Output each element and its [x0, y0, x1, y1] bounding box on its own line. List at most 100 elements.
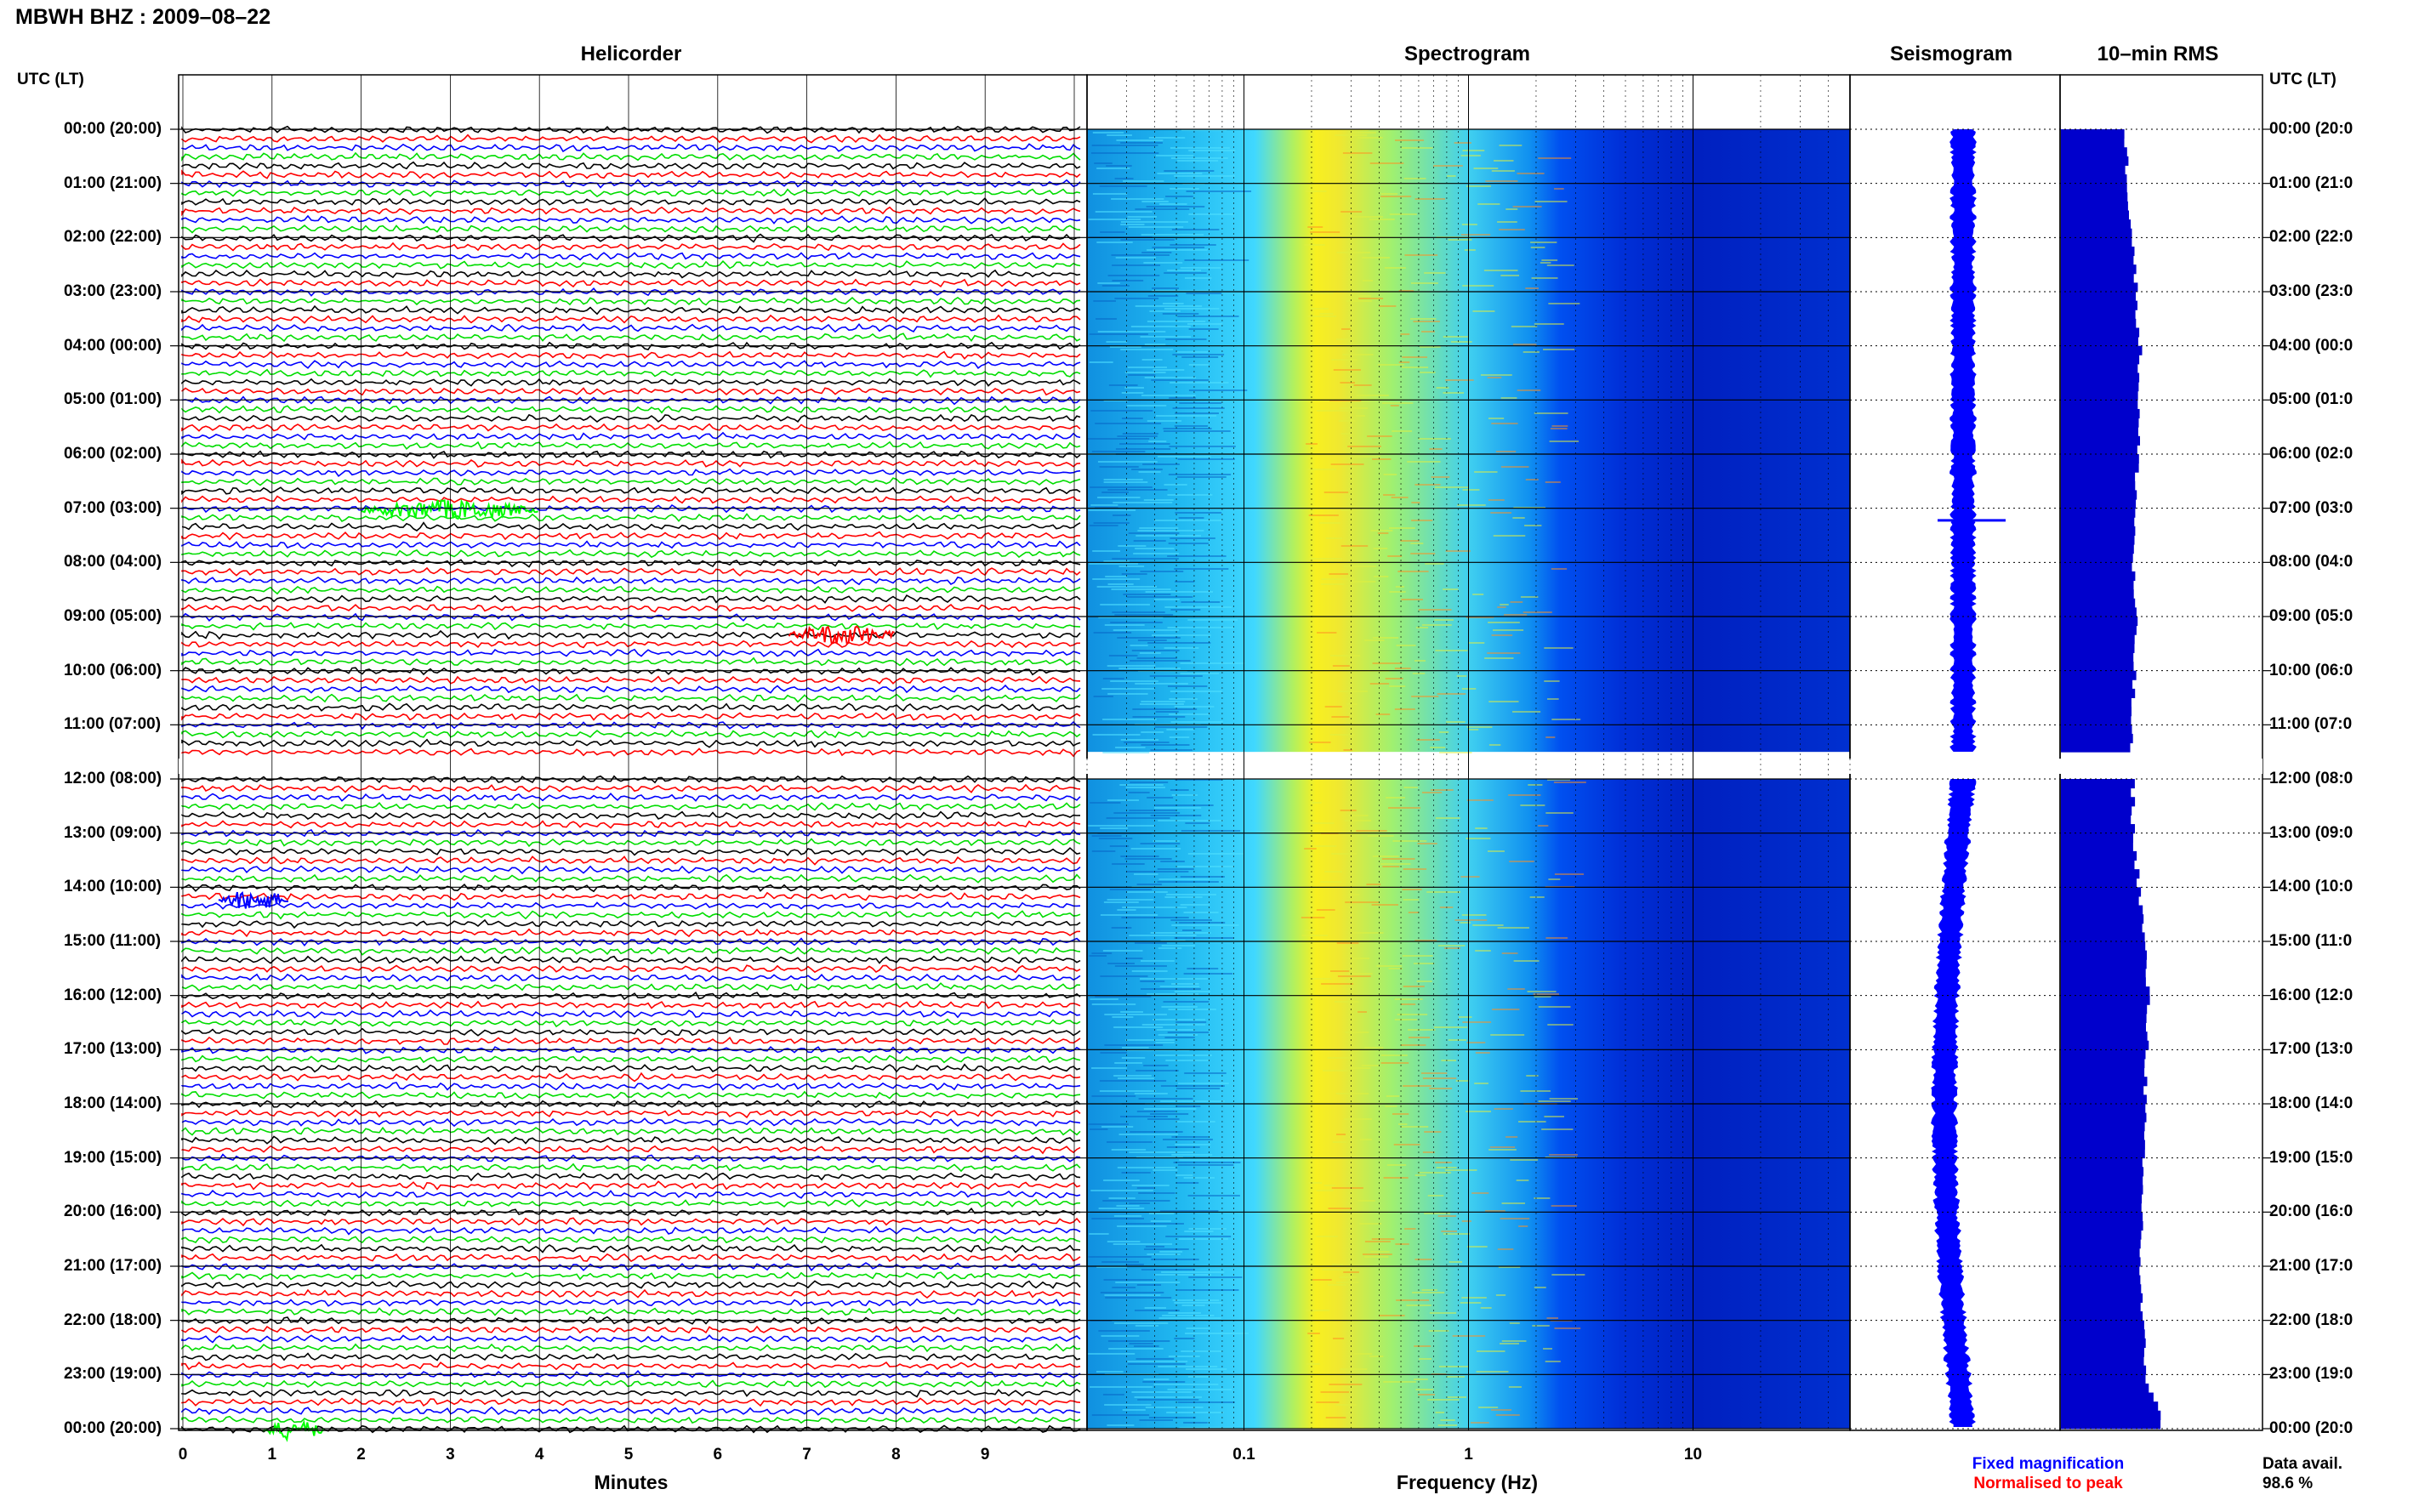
spectrogram-streak: [1523, 351, 1540, 353]
left-time-label: 05:00 (01:00): [64, 390, 162, 409]
spectrogram-streak: [1412, 1292, 1445, 1293]
spectrogram-streak: [1520, 1090, 1551, 1092]
spectrogram-streak: [1136, 1358, 1175, 1360]
spectrogram-streak: [1394, 708, 1415, 710]
rms-bar: [2061, 454, 2139, 464]
spectrogram-streak: [1144, 344, 1166, 345]
spectrogram-streak: [1185, 1333, 1249, 1334]
spectrogram-streak: [1117, 1167, 1175, 1168]
spectrogram-streak: [1413, 963, 1435, 964]
spectrogram-streak: [1148, 1213, 1175, 1214]
minutes-tick-label: 9: [980, 1446, 990, 1464]
seismogram-trace: [1931, 779, 1977, 1427]
spectrogram-streak: [1172, 354, 1225, 355]
spectrogram-streak: [1170, 188, 1199, 190]
spectrogram-streak: [1120, 224, 1145, 225]
spectrogram-streak: [1367, 835, 1394, 837]
spectrogram-streak: [1112, 264, 1161, 266]
rms-bar: [2061, 1320, 2144, 1330]
spectrogram-streak: [1337, 691, 1368, 692]
right-axis-label: UTC (LT): [2269, 71, 2336, 88]
spectrogram-streak: [1097, 331, 1166, 333]
spectrogram-streak: [1323, 1070, 1348, 1071]
spectrogram-streak: [1096, 1371, 1124, 1373]
spectrogram-streak: [1141, 252, 1172, 253]
spectrogram-streak: [1466, 726, 1493, 728]
rms-bar: [2061, 1194, 2143, 1204]
rms-bar: [2061, 1040, 2149, 1050]
left-time-label: 10:00 (06:00): [64, 661, 162, 679]
spectrogram-streak: [1389, 591, 1406, 593]
rms-bar: [2061, 1104, 2146, 1114]
spectrogram-streak: [1480, 1307, 1492, 1309]
spectrogram-streak: [1143, 1248, 1189, 1250]
spectrogram-streak: [1343, 566, 1376, 567]
spectrogram-streak: [1468, 729, 1479, 730]
spectrogram-streak: [1352, 456, 1381, 458]
rms-bar: [2061, 959, 2147, 969]
spectrogram-streak: [1095, 996, 1152, 998]
spectrogram-streak: [1339, 1276, 1357, 1278]
spectrogram-streak: [1429, 1088, 1453, 1089]
spectrogram-streak: [1509, 1322, 1520, 1324]
spectrogram-streak: [1416, 739, 1440, 741]
spectrogram-streak: [1322, 1269, 1352, 1270]
spectrogram-streak: [1466, 1111, 1492, 1112]
spectrogram-streak: [1104, 1294, 1161, 1296]
rms-bar: [2061, 1257, 2141, 1267]
spectrogram-streak: [1543, 349, 1575, 350]
right-time-label: 13:00 (09:0: [2269, 823, 2354, 842]
spectrogram-streak: [1175, 866, 1235, 867]
spectrogram-streak: [1170, 382, 1229, 384]
spectrogram-streak: [1141, 1269, 1195, 1270]
spectrogram-streak: [1125, 1039, 1175, 1041]
helicorder-trace: [181, 1280, 1081, 1289]
spectrogram-streak: [1130, 326, 1191, 327]
spectrogram-streak: [1187, 1195, 1240, 1197]
spectrogram-streak: [1394, 668, 1411, 669]
spectrogram-streak: [1497, 221, 1517, 223]
spectrogram-streak: [1510, 1159, 1539, 1161]
spectrogram-streak: [1487, 652, 1521, 654]
spectrogram-streak: [1414, 1378, 1428, 1380]
rms-bar: [2061, 1392, 2154, 1402]
rms-bar: [2061, 905, 2143, 915]
spectrogram-streak: [1165, 196, 1193, 197]
right-time-label: 22:00 (18:0: [2269, 1310, 2354, 1329]
rms-bar: [2061, 1338, 2146, 1348]
seismogram-panel: [1931, 129, 2006, 1427]
frequency-tick-label: 10: [1683, 1446, 1703, 1464]
spectrogram-streak: [1544, 680, 1560, 682]
rms-bar: [2061, 679, 2133, 690]
page-title: MBWH BHZ : 2009–08–22: [15, 5, 271, 29]
helicorder-trace: [181, 604, 1081, 613]
spectrogram-streak: [1494, 1108, 1513, 1110]
rms-bar: [2061, 165, 2126, 175]
spectrogram-streak: [1538, 825, 1549, 827]
rms-bar: [2061, 652, 2134, 662]
spectrogram-streak: [1388, 968, 1403, 969]
spectrogram-streak: [1495, 1294, 1506, 1296]
spectrogram-streak: [1444, 1169, 1477, 1171]
spectrogram-streak: [1103, 560, 1130, 562]
spectrogram-streak: [1138, 471, 1161, 473]
spectrogram-streak: [1181, 1305, 1205, 1306]
left-time-label: 07:00 (03:00): [64, 498, 162, 517]
spectrogram-streak: [1338, 420, 1356, 422]
spectrogram-streak: [1402, 367, 1429, 368]
helicorder-trace: [181, 855, 1081, 866]
rms-bar: [2061, 237, 2132, 247]
rms-bar: [2061, 1365, 2147, 1375]
spectrogram-streak: [1445, 379, 1474, 381]
spectrogram-streak: [1431, 476, 1450, 478]
spectrogram-streak: [1157, 173, 1203, 174]
spectrogram-streak: [1180, 673, 1220, 674]
spectrogram-streak: [1112, 280, 1144, 281]
right-time-label: 05:00 (01:0: [2269, 390, 2354, 409]
helicorder-trace: [181, 206, 1081, 217]
spectrogram-streak: [1132, 716, 1186, 718]
helicorder-trace: [181, 982, 1081, 992]
spectrogram-streak: [1385, 678, 1403, 679]
rms-bar: [2061, 697, 2132, 708]
spectrogram-streak: [1188, 1276, 1243, 1278]
